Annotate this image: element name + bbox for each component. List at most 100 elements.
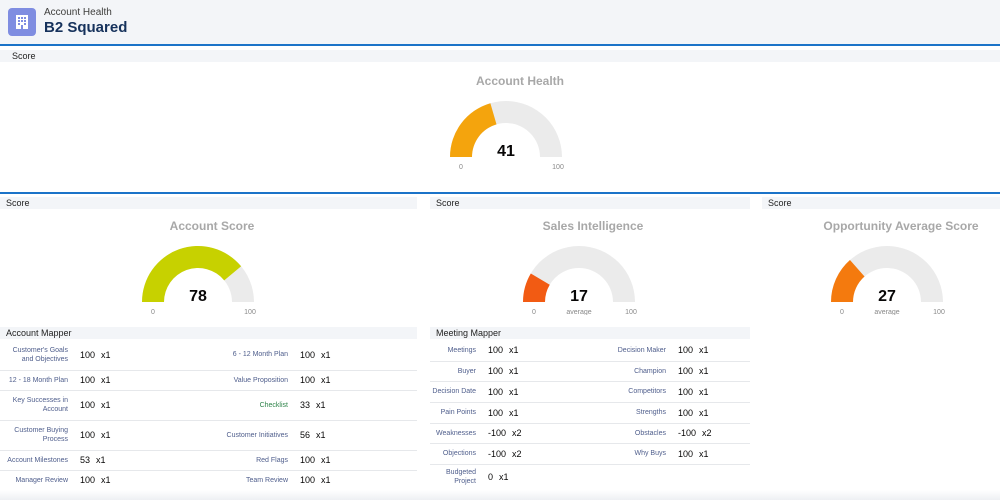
metric-label	[586, 464, 676, 491]
metric-multiplier: x1	[101, 375, 111, 385]
metric-multiplier: x1	[316, 430, 326, 440]
table-row: Objections -100 x2 Why Buys 100 x1	[430, 443, 750, 465]
page-title: B2 Squared	[44, 19, 128, 36]
gauge-sub-label: average	[874, 309, 899, 315]
gauge-fill	[142, 246, 242, 302]
metric-label: Key Successes in Account	[0, 390, 78, 421]
metric-multiplier: x1	[699, 386, 709, 397]
metric-value-cell: -100 x2	[486, 423, 586, 444]
metric-multiplier: x1	[509, 386, 519, 397]
metric-label: Why Buys	[586, 443, 676, 465]
metric-multiplier: x1	[321, 455, 331, 465]
metric-multiplier: x1	[316, 400, 326, 410]
metric-value-cell: 100 x1	[78, 370, 198, 391]
metric-value-cell	[676, 464, 750, 491]
metric-score: 100	[300, 349, 316, 360]
section-label: Score	[0, 50, 1000, 62]
account-mapper-header: Account Mapper	[0, 327, 417, 339]
account-score-gauge: 78 0 100	[142, 246, 256, 315]
metric-multiplier: x1	[101, 400, 111, 410]
metric-multiplier: x2	[702, 428, 712, 438]
metric-score: 100	[678, 366, 694, 376]
page-header: Account Health B2 Squared	[0, 0, 1000, 46]
metric-value-cell: 100 x1	[486, 402, 586, 424]
metric-score: 100	[80, 475, 96, 485]
metric-value-cell: 53 x1	[78, 450, 198, 471]
gauge-fill	[450, 103, 497, 157]
gauge-track	[523, 246, 635, 302]
metric-multiplier: x1	[699, 366, 709, 376]
metric-value-cell: 100 x1	[486, 381, 586, 403]
metric-label: Pain Points	[430, 402, 486, 424]
metric-value-cell: 0 x1	[486, 464, 586, 491]
account-mapper-table: Customer's Goals and Objectives 100 x1 6 - …	[0, 340, 417, 491]
metric-score: 100	[678, 448, 694, 459]
gauge-value: 17	[570, 288, 588, 305]
metric-score: 0	[488, 472, 494, 482]
metric-multiplier: x1	[499, 472, 509, 482]
metric-value-cell: 100 x1	[78, 470, 198, 491]
account-health-section: Score Account Health 41 0 100	[0, 50, 1000, 190]
metric-multiplier: x1	[321, 475, 331, 485]
metric-label: Value Proposition	[198, 370, 298, 391]
section-divider	[0, 192, 1000, 194]
metric-multiplier: x1	[321, 375, 331, 385]
metric-label: Customer's Goals and Objectives	[0, 340, 78, 371]
metric-label: Red Flags	[198, 450, 298, 471]
table-row: Account Milestones 53 x1 Red Flags 100 x1	[0, 450, 417, 471]
metric-score: 100	[678, 345, 694, 356]
metric-label: Champion	[586, 361, 676, 382]
metric-score: 100	[300, 475, 316, 485]
meeting-mapper-header: Meeting Mapper	[430, 327, 750, 339]
metric-multiplier: x1	[321, 349, 331, 360]
metric-multiplier: x1	[509, 345, 519, 356]
metric-score: 100	[80, 430, 96, 440]
metric-score: 100	[300, 455, 316, 465]
table-row: Budgeted Project 0 x1	[430, 464, 750, 491]
metric-label: Weaknesses	[430, 423, 486, 444]
metric-value-cell: 100 x1	[676, 443, 750, 465]
gauge-title: Account Health	[475, 74, 564, 88]
gauge-min-label: 0	[151, 309, 155, 315]
metric-label: Competitors	[586, 381, 676, 403]
metric-label: 6 - 12 Month Plan	[198, 340, 298, 371]
metric-multiplier: x1	[699, 345, 709, 356]
gauge-fill	[523, 273, 550, 302]
gauge-value: 78	[189, 288, 207, 305]
metric-value-cell: 100 x1	[676, 361, 750, 382]
table-row: Key Successes in Account 100 x1 Checklist 33…	[0, 390, 417, 421]
metric-score: -100	[678, 428, 697, 438]
metric-label: Account Milestones	[0, 450, 78, 471]
metric-score: 100	[80, 375, 96, 385]
metric-label: Decision Maker	[586, 340, 676, 362]
gauge-max-label: 100	[552, 164, 564, 170]
table-row: Customer's Goals and Objectives 100 x1 6 - …	[0, 340, 417, 371]
metric-multiplier: x1	[101, 349, 111, 360]
metric-label: 12 - 18 Month Plan	[0, 370, 78, 391]
account-health-gauge: 41 0 100	[450, 101, 564, 170]
metric-label: Customer Initiatives	[198, 420, 298, 451]
metric-value-cell: 100 x1	[676, 381, 750, 403]
metric-score: 100	[300, 375, 316, 385]
table-row: 12 - 18 Month Plan 100 x1 Value Proposition…	[0, 370, 417, 391]
metric-multiplier: x1	[96, 455, 106, 465]
metric-label: Budgeted Project	[430, 464, 486, 491]
metric-label: Strengths	[586, 402, 676, 424]
metric-value-cell: -100 x2	[676, 423, 750, 444]
gauge-max-label: 100	[625, 309, 637, 315]
gauge-track	[831, 246, 943, 302]
record-type-label: Account Health	[44, 7, 112, 18]
table-row: Meetings 100 x1 Decision Maker 100 x1	[430, 340, 750, 362]
metric-score: 100	[80, 400, 96, 410]
gauge-title: Opportunity Average Score	[823, 219, 979, 233]
metric-score: -100	[488, 428, 507, 438]
metric-label: Checklist	[198, 390, 298, 421]
gauge-sub-label: average	[566, 309, 591, 315]
metric-multiplier: x2	[512, 448, 522, 459]
section-label: Score	[0, 197, 417, 209]
gauge-value: 41	[497, 143, 515, 160]
metric-label: Buyer	[430, 361, 486, 382]
gauge-max-label: 100	[933, 309, 945, 315]
table-row: Buyer 100 x1 Champion 100 x1	[430, 361, 750, 382]
metric-value-cell: 100 x1	[78, 390, 198, 421]
